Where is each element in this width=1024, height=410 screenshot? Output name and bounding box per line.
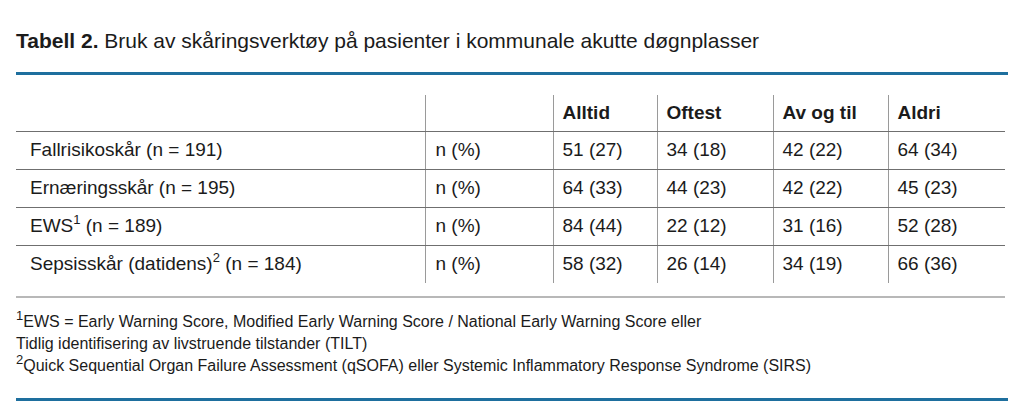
header-measure-col <box>425 95 553 131</box>
cell-aldri: 64 (34) <box>888 131 1005 169</box>
table-header: Alltid Oftest Av og til Aldri <box>16 95 1005 131</box>
cell-oftest: 44 (23) <box>657 169 773 207</box>
cell-alltid: 84 (44) <box>553 207 657 245</box>
bottom-divider <box>16 398 1008 401</box>
top-divider <box>16 72 1008 75</box>
cell-av-og-til: 31 (16) <box>773 207 888 245</box>
cell-aldri: 66 (36) <box>888 245 1005 283</box>
header-alltid: Alltid <box>553 95 657 131</box>
header-oftest: Oftest <box>657 95 773 131</box>
table-caption-number: Tabell 2. <box>16 29 98 52</box>
cell-oftest: 26 (14) <box>657 245 773 283</box>
table-body: Fallrisikoskår (n = 191) n (%) 51 (27) 3… <box>16 131 1005 283</box>
footnote-line: Tidlig identifisering av livstruende til… <box>16 333 1008 355</box>
cell-oftest: 34 (18) <box>657 131 773 169</box>
row-label: Fallrisikoskår (n = 191) <box>16 131 425 169</box>
cell-alltid: 64 (33) <box>553 169 657 207</box>
footnote-marker: 1 <box>73 212 80 227</box>
row-measure: n (%) <box>425 245 553 283</box>
header-aldri: Aldri <box>888 95 1005 131</box>
footnote-line: 1EWS = Early Warning Score, Modified Ear… <box>16 311 1008 333</box>
row-measure: n (%) <box>425 207 553 245</box>
table-bottom-divider <box>16 296 1005 298</box>
cell-av-og-til: 42 (22) <box>773 169 888 207</box>
header-row: Alltid Oftest Av og til Aldri <box>16 95 1005 131</box>
cell-aldri: 52 (28) <box>888 207 1005 245</box>
header-av-og-til: Av og til <box>773 95 888 131</box>
cell-av-og-til: 42 (22) <box>773 131 888 169</box>
cell-oftest: 22 (12) <box>657 207 773 245</box>
data-table: Alltid Oftest Av og til Aldri Fallrisiko… <box>16 95 1005 283</box>
table-row-fallrisikoskar: Fallrisikoskår (n = 191) n (%) 51 (27) 3… <box>16 131 1005 169</box>
table-caption: Tabell 2. Bruk av skåringsverktøy på pas… <box>16 28 1008 54</box>
footnote-line: 2Quick Sequential Organ Failure Assessme… <box>16 355 1008 377</box>
table-caption-text: Bruk av skåringsverktøy på pasienter i k… <box>98 29 759 52</box>
footnote-marker: 1 <box>16 308 23 323</box>
row-label: Sepsisskår (datidens)2 (n = 184) <box>16 245 425 283</box>
cell-aldri: 45 (23) <box>888 169 1005 207</box>
row-measure: n (%) <box>425 131 553 169</box>
row-label: EWS1 (n = 189) <box>16 207 425 245</box>
row-label: Ernæringsskår (n = 195) <box>16 169 425 207</box>
footnote-marker: 2 <box>213 250 220 265</box>
cell-alltid: 58 (32) <box>553 245 657 283</box>
table-row-ernaeringsskar: Ernæringsskår (n = 195) n (%) 64 (33) 44… <box>16 169 1005 207</box>
table-row-sepsisskar: Sepsisskår (datidens)2 (n = 184) n (%) 5… <box>16 245 1005 283</box>
table-row-ews: EWS1 (n = 189) n (%) 84 (44) 22 (12) 31 … <box>16 207 1005 245</box>
cell-av-og-til: 34 (19) <box>773 245 888 283</box>
header-label-col <box>16 95 425 131</box>
footnotes: 1EWS = Early Warning Score, Modified Ear… <box>16 311 1008 377</box>
footnote-marker: 2 <box>16 352 23 367</box>
page: Tabell 2. Bruk av skåringsverktøy på pas… <box>0 28 1024 410</box>
row-measure: n (%) <box>425 169 553 207</box>
cell-alltid: 51 (27) <box>553 131 657 169</box>
